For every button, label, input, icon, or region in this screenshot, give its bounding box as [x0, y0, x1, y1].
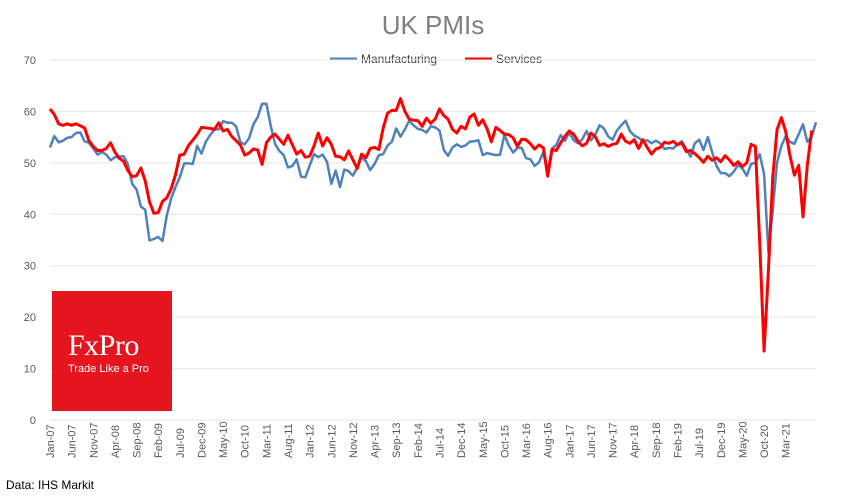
- legend-label-services: Services: [496, 52, 542, 66]
- x-tick-label: Aug-16: [543, 423, 555, 458]
- x-tick-label: Mar-21: [781, 423, 793, 458]
- x-tick-label: Jun-12: [326, 424, 338, 458]
- legend: Manufacturing Services: [330, 52, 542, 66]
- series-line-manufacturing: [48, 102, 818, 254]
- x-tick-label: Jun-17: [586, 424, 598, 458]
- x-tick-label: Nov-17: [608, 423, 620, 458]
- chart-title: UK PMIs: [382, 10, 485, 40]
- x-tick-label: Dec-19: [716, 423, 728, 458]
- fxpro-logo: FxPro Trade Like a Pro: [52, 291, 172, 411]
- x-tick-label: Sep-08: [132, 423, 144, 458]
- logo-tagline: Trade Like a Pro: [68, 363, 149, 375]
- x-tick-label: Feb-19: [673, 423, 685, 458]
- y-tick-label: 70: [24, 55, 36, 67]
- x-tick-label: Jan-12: [305, 424, 317, 458]
- series-line-services: [48, 97, 814, 353]
- x-tick-label: Mar-11: [261, 424, 273, 458]
- x-tick-label: Jul-14: [434, 428, 446, 458]
- x-tick-label: Oct-20: [759, 425, 771, 458]
- legend-label-manufacturing: Manufacturing: [361, 52, 437, 66]
- x-tick-label: Jan-17: [564, 424, 576, 458]
- x-tick-label: May-20: [737, 421, 749, 458]
- x-tick-label: Oct-15: [499, 425, 511, 458]
- x-tick-label: Apr-18: [629, 425, 641, 458]
- x-tick-label: Dec-09: [196, 423, 208, 458]
- x-tick-label: Dec-14: [456, 423, 468, 458]
- x-tick-label: May-10: [218, 421, 230, 458]
- y-tick-label: 20: [24, 312, 36, 324]
- x-tick-label: Jun-07: [67, 424, 79, 458]
- x-tick-label: Apr-08: [110, 425, 122, 458]
- x-tick-label: Feb-09: [153, 423, 165, 458]
- x-tick-label: Jan-07: [45, 424, 57, 458]
- x-tick-label: May-15: [478, 421, 490, 458]
- y-tick-label: 30: [24, 261, 36, 273]
- data-source: Data: IHS Markit: [6, 478, 95, 492]
- y-tick-label: 0: [30, 415, 36, 427]
- x-tick-label: Mar-16: [521, 423, 533, 458]
- x-tick-label: Sep-13: [391, 423, 403, 458]
- x-tick-label: Feb-14: [413, 423, 425, 458]
- x-tick-label: Nov-07: [88, 423, 100, 458]
- x-tick-label: Jul-09: [175, 428, 187, 458]
- x-tick-label: Aug-11: [283, 423, 295, 458]
- y-tick-label: 50: [24, 158, 36, 170]
- x-tick-label: Sep-18: [651, 423, 663, 458]
- y-tick-label: 60: [24, 106, 36, 118]
- x-tick-label: Apr-13: [370, 425, 382, 458]
- x-tick-label: Oct-10: [240, 425, 252, 458]
- x-tick-label: Jul-19: [694, 428, 706, 458]
- logo-name: FxPro: [68, 329, 139, 362]
- y-tick-label: 10: [24, 364, 36, 376]
- x-tick-label: Nov-12: [348, 423, 360, 458]
- y-tick-label: 40: [24, 209, 36, 221]
